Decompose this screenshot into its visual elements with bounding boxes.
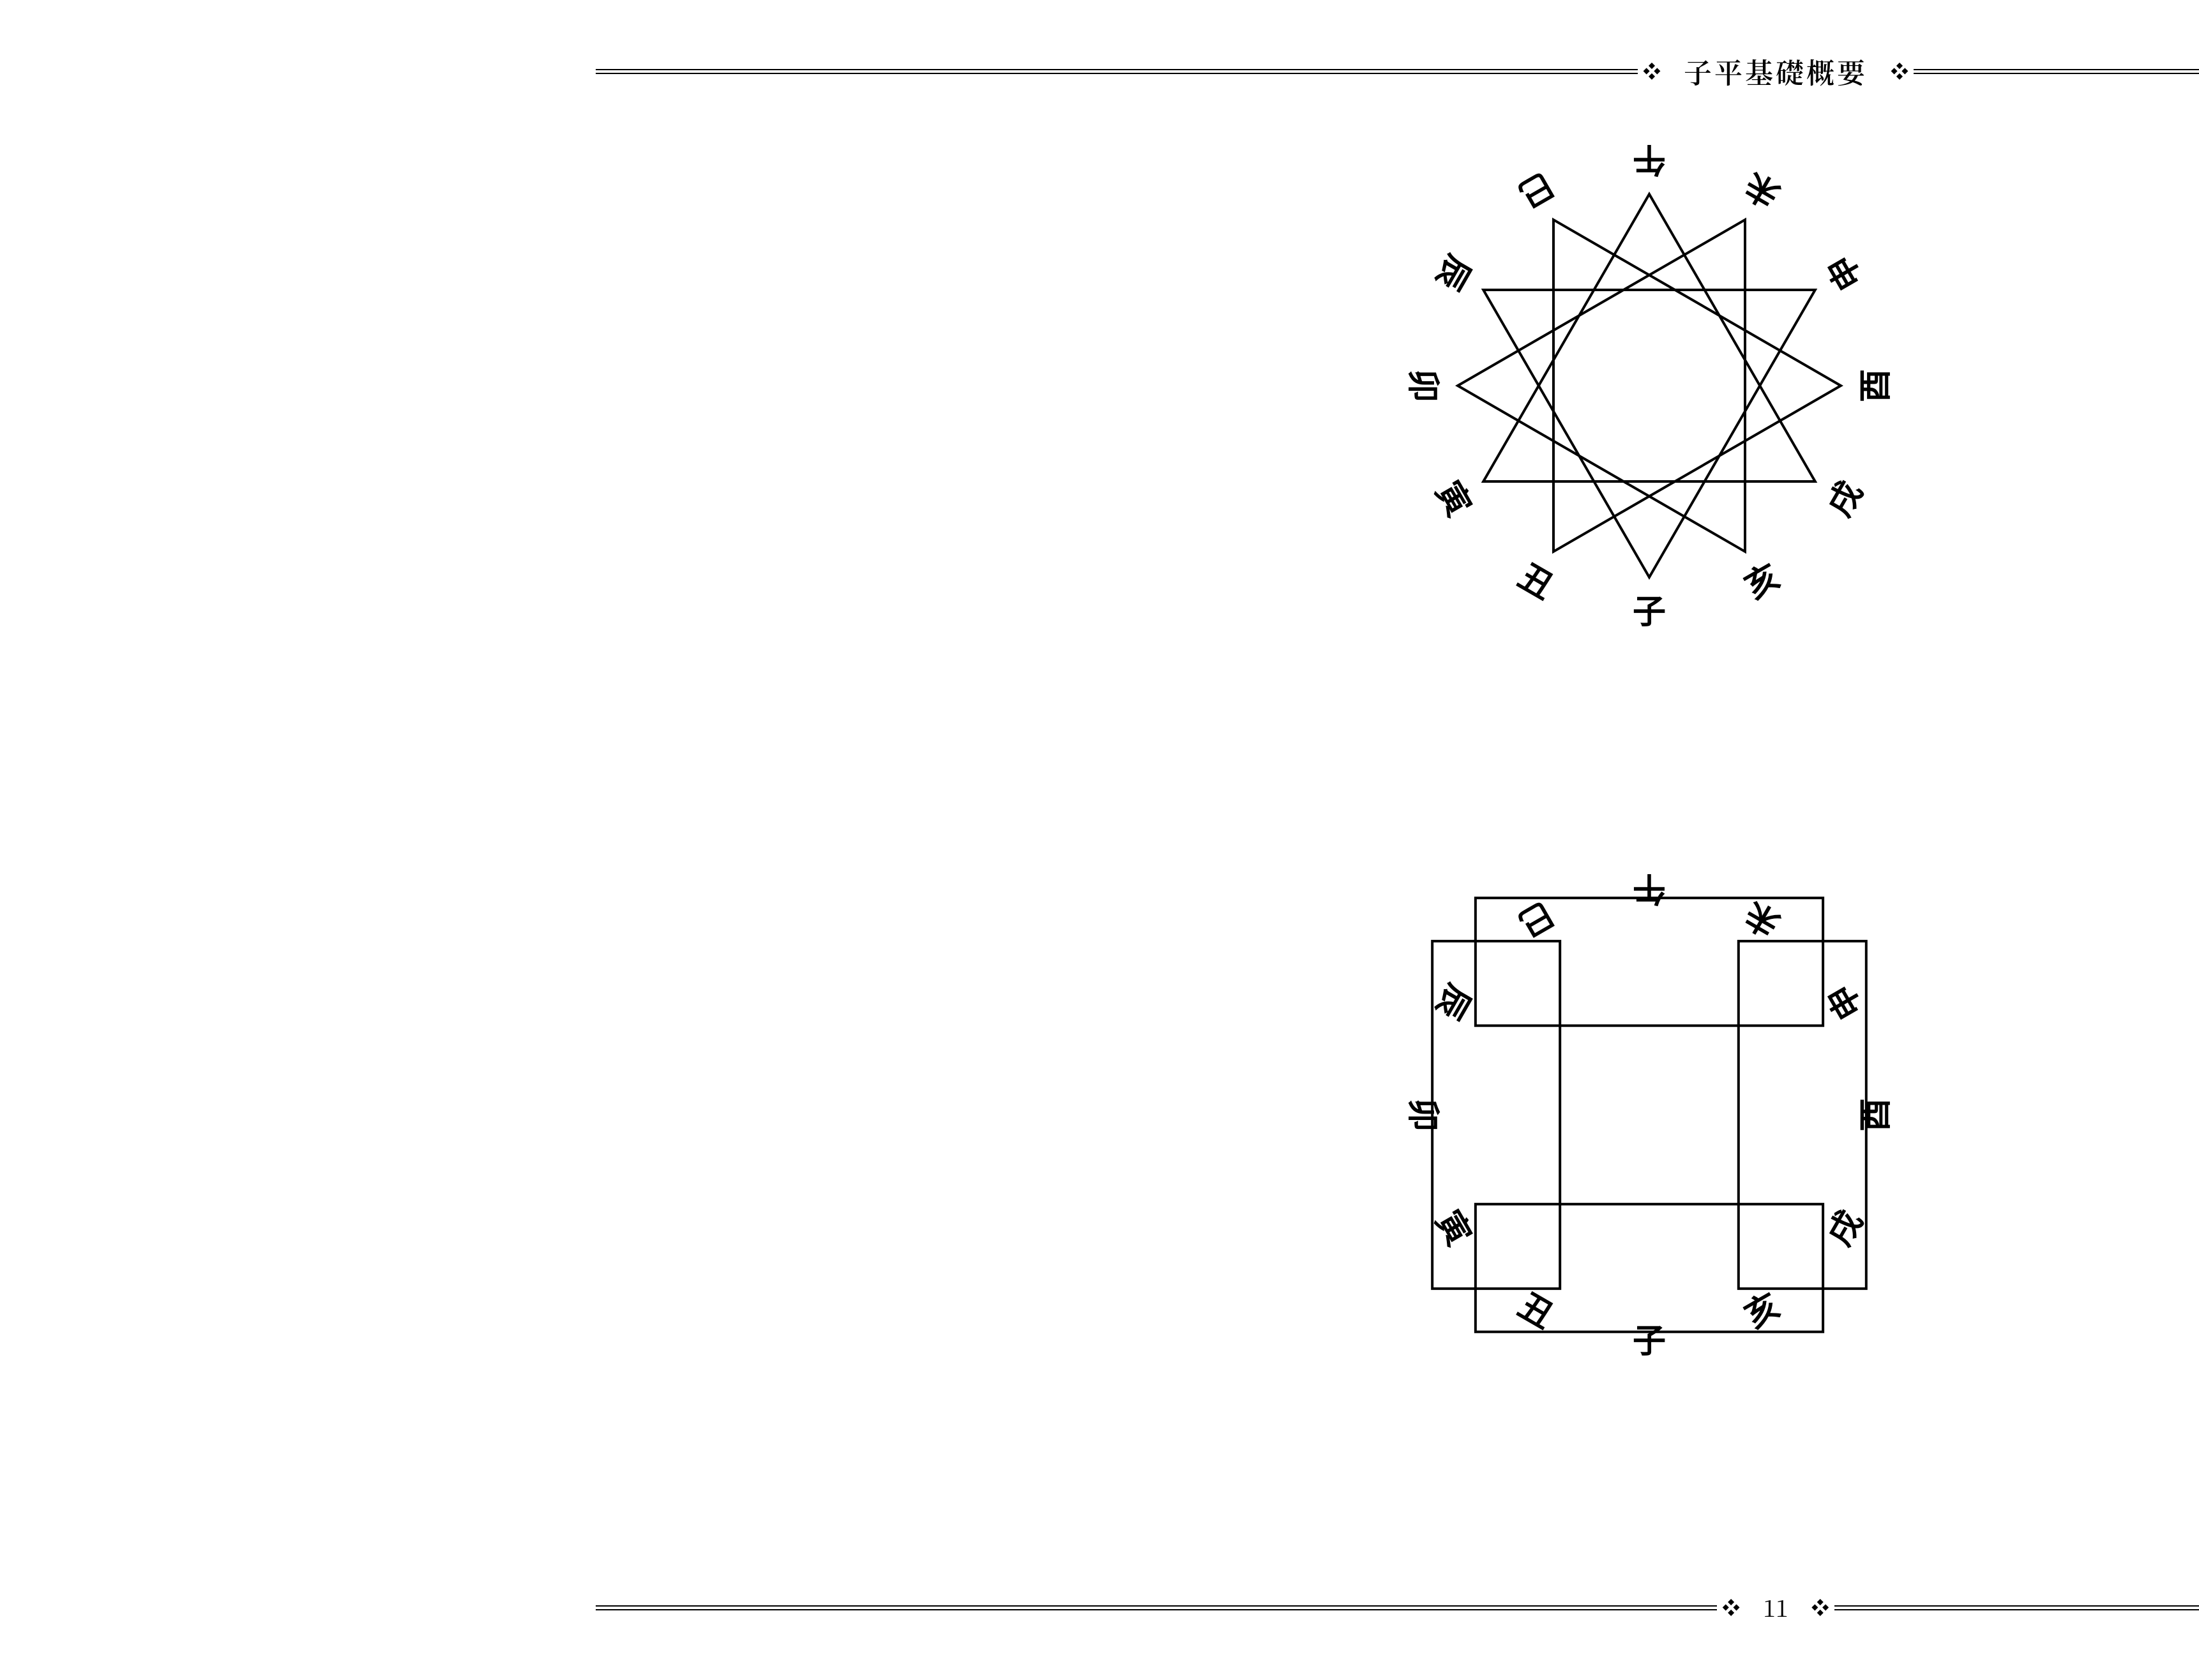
svg-text:丑: 丑 <box>1513 558 1560 606</box>
svg-text:酉: 酉 <box>1859 1098 1895 1131</box>
svg-text:巳: 巳 <box>1513 893 1560 941</box>
svg-text:午: 午 <box>1633 869 1666 906</box>
book-spread: ❖ 子平基礎概要 ❖ 地支三合 「三合」是「子午卯酉」之等三角 申子辰三合水 亥… <box>550 0 2199 1679</box>
decor-icon: ❖ <box>1717 1595 1745 1621</box>
svg-text:申: 申 <box>1822 249 1870 296</box>
svg-text:子: 子 <box>1633 594 1666 631</box>
svg-text:巳: 巳 <box>1513 165 1560 213</box>
section-sanhe: 地支三合 「三合」是「子午卯酉」之等三角 申子辰三合水 亥卯未三合木 寅午戌三合… <box>596 117 2199 846</box>
decor-icon: ❖ <box>1638 59 1666 84</box>
page-left: ❖ 子平基礎概要 ❖ 地支三合 「三合」是「子午卯酉」之等三角 申子辰三合水 亥… <box>550 0 2199 1679</box>
section-sanhui: 地支三會 「三會」是「氣」會一方。 亥子丑三會水 寅卯辰三會木 巳午未三會火 申… <box>596 846 2199 1575</box>
svg-text:丑: 丑 <box>1513 1287 1560 1335</box>
svg-text:亥: 亥 <box>1739 1286 1787 1335</box>
svg-text:申: 申 <box>1822 978 1870 1025</box>
diagram-sanhui: 子 丑寅 卯 辰巳 午未申酉戌亥 <box>596 859 2199 1370</box>
svg-text:酉: 酉 <box>1859 369 1895 402</box>
svg-text:寅: 寅 <box>1429 1204 1477 1251</box>
svg-text:辰: 辰 <box>1429 978 1477 1025</box>
diagram-sanhe: 子 丑寅 卯 辰巳 午未申酉戌亥 <box>596 130 2199 641</box>
page-header: ❖ 子平基礎概要 ❖ <box>596 51 2199 92</box>
svg-text:寅: 寅 <box>1429 475 1477 522</box>
svg-text:戌: 戌 <box>1822 1204 1870 1251</box>
decor-icon: ❖ <box>1885 59 1914 84</box>
svg-text:卯: 卯 <box>1405 369 1441 402</box>
svg-text:子: 子 <box>1633 1323 1666 1359</box>
svg-text:辰: 辰 <box>1429 249 1477 296</box>
svg-text:卯: 卯 <box>1405 1098 1441 1131</box>
book-title: 子平基礎概要 <box>1666 52 1885 91</box>
svg-text:戌: 戌 <box>1822 475 1870 522</box>
svg-text:未: 未 <box>1739 165 1787 213</box>
svg-text:午: 午 <box>1633 140 1666 178</box>
svg-text:未: 未 <box>1739 893 1787 942</box>
decor-icon: ❖ <box>1806 1595 1834 1621</box>
page-number: 11 <box>1745 1591 1806 1624</box>
page-footer: ❖ 11 ❖ <box>596 1587 2199 1628</box>
svg-text:亥: 亥 <box>1739 557 1787 606</box>
